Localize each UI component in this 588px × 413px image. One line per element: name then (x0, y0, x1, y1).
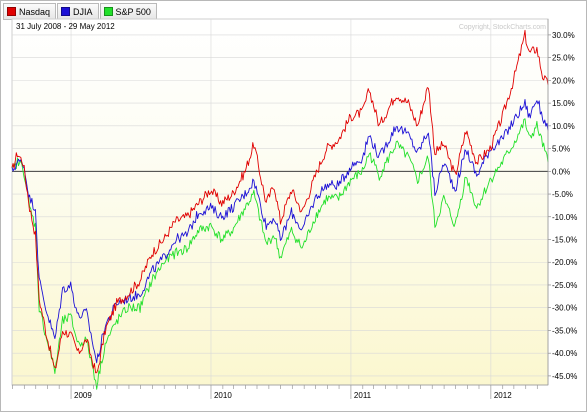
legend-swatch (103, 7, 113, 16)
y-tick-label: 5.0% (552, 145, 570, 154)
y-tick-label: 25.0% (552, 54, 575, 63)
series-line-s-p-500 (11, 118, 549, 390)
x-year-label: 2010 (214, 391, 232, 400)
plot-area (11, 18, 549, 386)
y-tick-label: 20.0% (552, 76, 575, 85)
y-tick-label: 0.0% (552, 167, 570, 176)
y-tick-label: -40.0% (552, 349, 577, 358)
y-tick-label: 10.0% (552, 122, 575, 131)
y-tick-label: -35.0% (552, 326, 577, 335)
x-year-label: 2009 (74, 391, 92, 400)
y-tick-label: -10.0% (552, 213, 577, 222)
y-tick-label: -45.0% (552, 372, 577, 381)
series-lines (11, 29, 549, 390)
legend: Nasdaq DJIA S&P 500 (3, 3, 158, 20)
y-tick-label: -5.0% (552, 190, 573, 199)
y-tick-label: -30.0% (552, 304, 577, 313)
x-year-label: 2012 (494, 391, 512, 400)
x-year-label: 2011 (354, 391, 372, 400)
legend-label: S&P 500 (115, 6, 151, 17)
legend-swatch (61, 7, 71, 16)
copyright-text: Copyright, StockCharts.com (459, 24, 546, 31)
legend-item: DJIA (57, 3, 99, 20)
legend-label: Nasdaq (19, 6, 51, 17)
series-line-nasdaq (11, 29, 549, 374)
legend-item: S&P 500 (99, 3, 157, 20)
chart-subtitle: 31 July 2008 - 29 May 2012 (16, 22, 115, 31)
legend-label: DJIA (73, 6, 93, 17)
y-tick-label: -25.0% (552, 281, 577, 290)
y-tick-label: -15.0% (552, 236, 577, 245)
y-tick-label: 30.0% (552, 31, 575, 40)
y-tick-label: -20.0% (552, 258, 577, 267)
series-line-djia (11, 99, 549, 364)
axes: 30.0% 25.0% 20.0% 15.0% 10.0% 5.0% 0.0% -5.0% -1… (12, 19, 577, 400)
y-tick-label: 15.0% (552, 99, 575, 108)
legend-swatch (7, 7, 16, 16)
